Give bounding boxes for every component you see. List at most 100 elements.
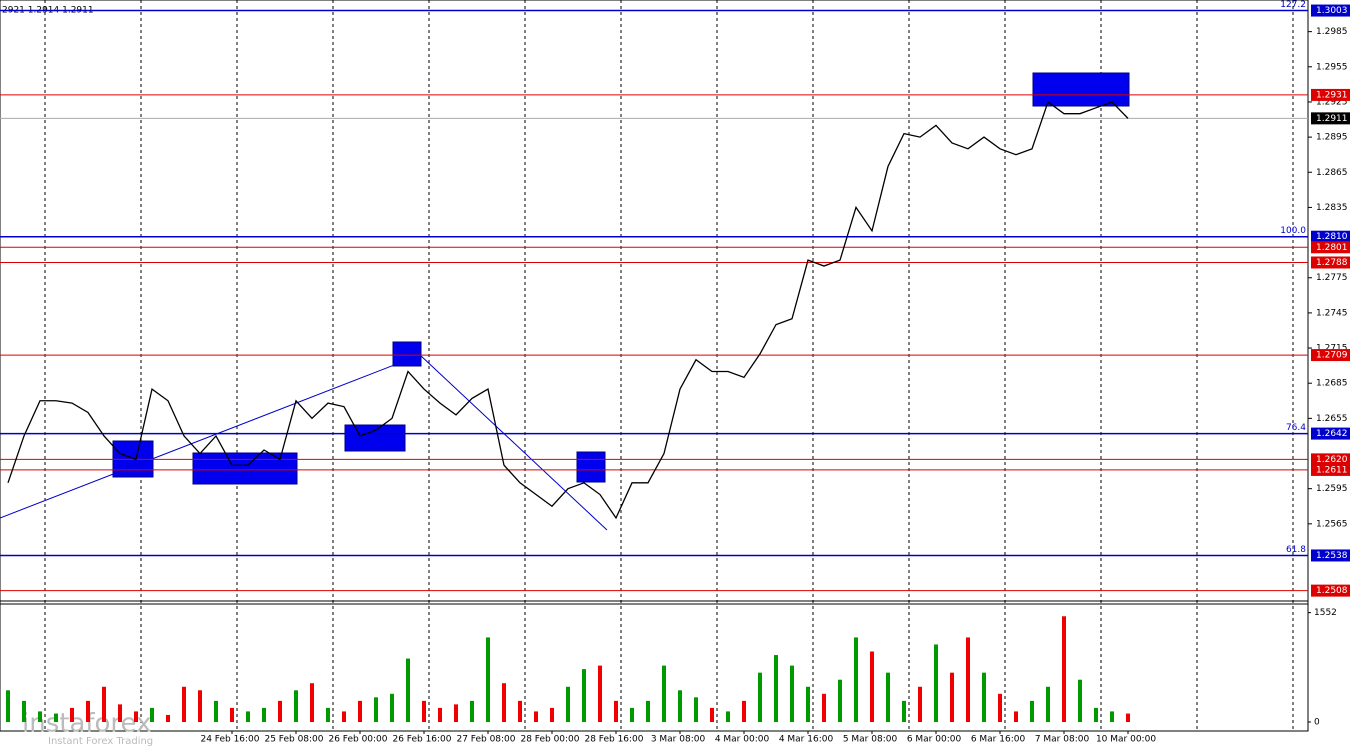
- volume-bar: [390, 693, 394, 722]
- volume-bar: [902, 700, 906, 722]
- plot-frame: [0, 0, 1309, 732]
- y-tick-label: 1.2955: [1316, 62, 1348, 72]
- volume-bar: [806, 686, 810, 722]
- volume-bar: [182, 686, 186, 722]
- y-tick-label: 1.2985: [1316, 27, 1348, 37]
- volume-bar: [742, 700, 746, 722]
- x-tick-label: 6 Mar 00:00: [907, 735, 962, 745]
- level-box: [1311, 4, 1350, 17]
- x-tick-label: 24 Feb 16:00: [200, 735, 259, 745]
- x-tick-label: 28 Feb 00:00: [520, 735, 579, 745]
- volume-bar: [486, 637, 490, 722]
- volume-bar: [870, 651, 874, 722]
- volume-bar: [534, 711, 538, 722]
- volume-bar: [982, 672, 986, 722]
- level-label: 1.2642: [1316, 429, 1348, 439]
- volume-bar: [6, 690, 10, 722]
- volume-bar: [966, 637, 970, 722]
- level-label: 1.2538: [1316, 551, 1348, 561]
- x-tick-label: 28 Feb 16:00: [584, 735, 643, 745]
- level-label: 1.2911: [1316, 114, 1348, 124]
- volume-bar: [934, 644, 938, 722]
- volume-bar: [454, 704, 458, 722]
- volume-bar: [758, 672, 762, 722]
- volume-bar: [246, 711, 250, 722]
- volume-bar: [822, 693, 826, 722]
- y-tick-label: 1.2775: [1316, 273, 1348, 283]
- y-tick-label: 1.2685: [1316, 379, 1348, 389]
- y-tick-label: 1.2895: [1316, 133, 1348, 143]
- price-line: [7, 100, 1129, 520]
- volume-bar: [1014, 711, 1018, 722]
- level-label: 1.2810: [1316, 232, 1348, 242]
- volume-bar: [950, 672, 954, 722]
- volume-bar: [918, 686, 922, 722]
- volume-bar: [614, 700, 618, 722]
- volume-bar: [566, 686, 570, 722]
- volume-bar: [774, 655, 778, 722]
- y-tick-label: 1.2595: [1316, 484, 1348, 494]
- volume-bar: [662, 665, 666, 722]
- level-label: 1.2801: [1316, 243, 1348, 253]
- volume-bar: [54, 713, 58, 722]
- x-tick-label: 4 Mar 16:00: [779, 735, 834, 745]
- volume-bar: [726, 711, 730, 722]
- zone-box: [392, 341, 422, 367]
- fib-label: 76.4: [1286, 423, 1306, 433]
- volume-bar: [438, 707, 442, 722]
- y-tick-label: 1.2865: [1316, 168, 1348, 178]
- volume-bar: [1046, 686, 1050, 722]
- y-tick-label: 1.2655: [1316, 414, 1348, 424]
- zone-box: [1032, 72, 1130, 107]
- x-tick-label: 10 Mar 00:00: [1096, 735, 1156, 745]
- level-box: [1311, 549, 1350, 562]
- x-tick-label: 26 Feb 00:00: [328, 735, 387, 745]
- x-tick-label: 27 Feb 08:00: [456, 735, 515, 745]
- volume-bar: [326, 707, 330, 722]
- vol-tick-label: 1552: [1314, 608, 1337, 618]
- level-box: [1311, 241, 1350, 254]
- volume-bar: [694, 697, 698, 722]
- volume-bar: [422, 700, 426, 722]
- x-tick-label: 26 Feb 16:00: [392, 735, 451, 745]
- volume-bar: [518, 700, 522, 722]
- volume-bar: [1110, 711, 1114, 722]
- volume-bar: [710, 707, 714, 722]
- zone-box: [576, 451, 606, 483]
- v-grid: [44, 0, 1294, 731]
- y-tick-label: 1.2835: [1316, 203, 1348, 213]
- volume-bar: [262, 707, 266, 722]
- fib-label: 100.0: [1280, 226, 1306, 236]
- y-tick-label: 1.2565: [1316, 519, 1348, 529]
- level-box: [1311, 349, 1350, 362]
- volume-bar: [854, 637, 858, 722]
- x-tick-label: 3 Mar 08:00: [651, 735, 706, 745]
- annotations: [0, 72, 1130, 531]
- volume-bar: [310, 683, 314, 722]
- volume-bar: [998, 693, 1002, 722]
- fib-label: 127.2: [1280, 0, 1306, 10]
- level-box: [1311, 427, 1350, 440]
- volume-bar: [550, 707, 554, 722]
- level-box: [1311, 463, 1350, 476]
- level-box: [1311, 584, 1350, 597]
- level-label: 1.2611: [1316, 465, 1348, 475]
- volume-bar: [630, 707, 634, 722]
- volume-bar: [70, 707, 74, 722]
- volume-bar: [678, 690, 682, 722]
- zone-box: [344, 424, 406, 452]
- volume-bar: [294, 690, 298, 722]
- volume-bar: [838, 679, 842, 722]
- volume-bar: [38, 711, 42, 722]
- level-label: 1.2508: [1316, 586, 1348, 596]
- volume-bar: [1030, 700, 1034, 722]
- level-box: [1311, 88, 1350, 101]
- volume-bar: [646, 700, 650, 722]
- volume-bar: [118, 704, 122, 722]
- volume-bar: [470, 700, 474, 722]
- volume-bar: [134, 711, 138, 722]
- level-box: [1311, 256, 1350, 269]
- volume-bar: [790, 665, 794, 722]
